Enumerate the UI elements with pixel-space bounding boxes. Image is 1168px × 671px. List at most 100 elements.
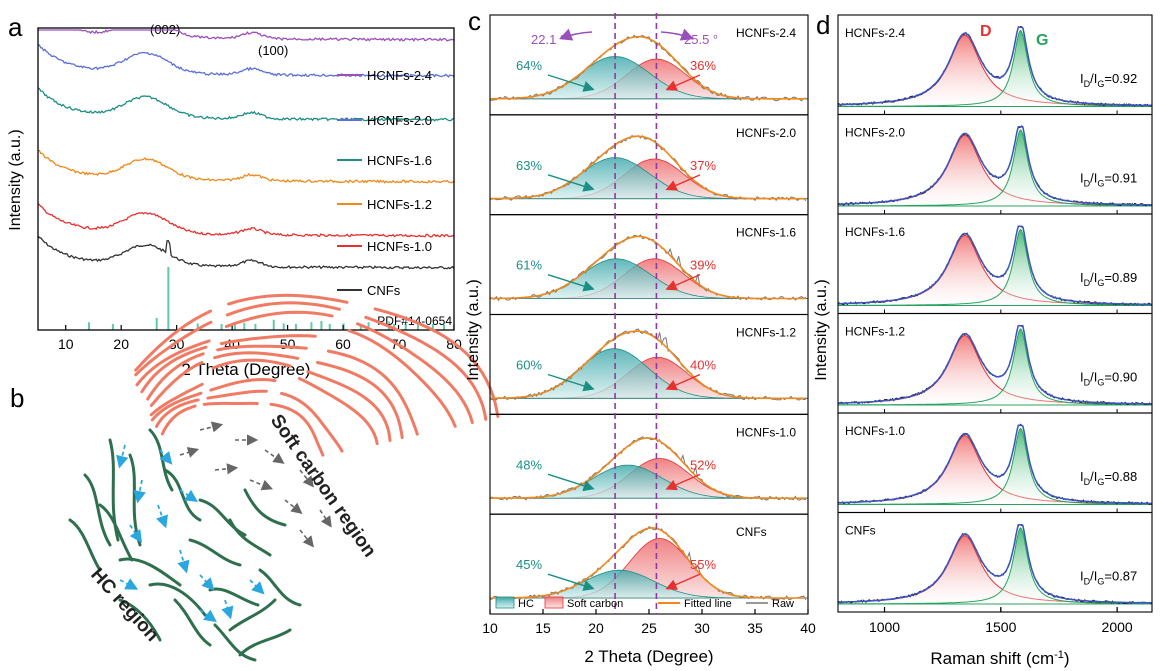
ratio-part: =0.89 xyxy=(1104,270,1137,285)
fitting-subplot: HCNFs-2.4 64% 36% xyxy=(489,14,809,116)
panel-label-d: d xyxy=(816,10,830,40)
raman-sample-label: CNFs xyxy=(845,524,876,538)
hc-layer xyxy=(148,582,207,617)
xrd-curves xyxy=(37,29,455,270)
ion-path-arrow xyxy=(179,447,200,458)
ion-path-arrow xyxy=(177,549,190,574)
raman-fit-line xyxy=(838,126,1152,206)
raman-x-ticks: 1000 1500 2000 xyxy=(869,607,1133,635)
xrd-x-tick-label: 10 xyxy=(58,336,74,352)
ion-path-arrow xyxy=(156,504,168,529)
raman-x-tick-label: 2000 xyxy=(1102,619,1133,635)
raman-subplot: HCNFs-2.0 ID/IG=0.91 xyxy=(837,113,1153,215)
xrd-axes-frame xyxy=(37,27,455,331)
peak-label-100: (100) xyxy=(258,43,288,58)
hc-layer xyxy=(213,623,257,662)
hc-layer xyxy=(228,518,272,557)
soft-carbon-layer xyxy=(227,293,349,306)
soft-carbon-layer xyxy=(209,377,277,392)
hc-layer xyxy=(98,503,134,562)
soft-carbon-layer xyxy=(134,320,213,377)
xrd-y-axis-label: Intensity (a.u.) xyxy=(7,129,24,230)
ion-path-arrow xyxy=(199,574,215,591)
soft-carbon-layer xyxy=(347,329,457,428)
raman-sample-label: HCNFs-1.0 xyxy=(845,424,905,438)
xrd-legend-label: HCNFs-1.2 xyxy=(367,197,432,212)
fitting-y-axis-label: Intensity (a.u.) xyxy=(465,279,482,380)
raman-sample-label: HCNFs-2.0 xyxy=(845,126,905,140)
soft-carbon-layer xyxy=(216,344,308,352)
raman-subplot: HCNFs-1.6 ID/IG=0.89 xyxy=(837,213,1153,315)
soft-carbon-layer xyxy=(269,402,325,457)
xrd-legend-label: HCNFs-2.0 xyxy=(367,113,432,128)
ion-path-arrow xyxy=(119,578,139,590)
ion-path-arrow xyxy=(319,509,332,528)
fitting-subplot: HCNFs-2.0 63% 37% xyxy=(489,114,809,216)
soft-carbon-layer xyxy=(219,334,317,346)
soft-carbon-layer xyxy=(364,315,488,421)
reference-sticks xyxy=(88,267,446,330)
intensity-ratio-label: ID/IG=0.88 xyxy=(1080,469,1137,487)
xrd-legend-label: HCNFs-1.6 xyxy=(367,153,432,168)
fitted-line xyxy=(490,527,806,599)
raman-sample-label: HCNFs-1.6 xyxy=(845,225,905,239)
fitting-sample-label: HCNFs-2.0 xyxy=(736,126,796,140)
ratio-part: =0.91 xyxy=(1104,171,1137,186)
raman-sample-label: HCNFs-1.2 xyxy=(845,325,905,339)
raman-subplot: CNFs ID/IG=0.87 xyxy=(837,511,1153,613)
g-band-area xyxy=(837,228,1153,306)
ion-path-arrow xyxy=(214,463,239,475)
g-band-area xyxy=(837,427,1153,505)
ratio-part: D xyxy=(1084,477,1091,487)
hc-layer xyxy=(68,518,102,572)
fitted-line xyxy=(490,437,806,499)
g-band-area xyxy=(837,129,1153,207)
soft-percent: 37% xyxy=(690,158,716,173)
raman-subplot: HCNFs-2.4ID/IG=0.92 xyxy=(837,14,1153,116)
ratio-part: G xyxy=(1097,378,1104,388)
fitting-panel: c HCNFs-2.4 64% 36% HCNFs-2.0 63% 37% HCNFs-1.… xyxy=(465,6,816,666)
ion-path-arrow xyxy=(116,444,129,469)
soft-arrow xyxy=(665,74,701,91)
soft-carbon-layer xyxy=(297,377,379,446)
ratio-part: =0.88 xyxy=(1104,469,1137,484)
soft-arrow xyxy=(665,573,701,590)
fitting-x-tick-label: 35 xyxy=(747,620,763,636)
hc-percent: 48% xyxy=(516,457,542,472)
soft-carbon-layers xyxy=(134,293,500,457)
g-band-label: G xyxy=(1036,32,1048,49)
fitting-sample-label: CNFs xyxy=(736,525,767,539)
soft-carbon-layer xyxy=(150,391,203,422)
ratio-part: /I xyxy=(1090,469,1097,484)
soft-carbon-layer xyxy=(211,358,292,370)
fitting-x-ticks: 10 15 20 25 30 35 40 xyxy=(482,609,816,636)
raman-subplot-frame xyxy=(837,511,1153,613)
hc-area xyxy=(489,348,809,399)
hc-percent: 60% xyxy=(516,358,542,373)
soft-carbon-layer xyxy=(134,309,212,372)
ratio-part: D xyxy=(1084,179,1091,189)
fitting-x-tick-label: 15 xyxy=(535,620,551,636)
xrd-legend-label: HCNFs-1.0 xyxy=(367,239,432,254)
soft-carbon-layer xyxy=(149,361,204,407)
ratio-part: I xyxy=(1080,171,1084,186)
angle-arrow-left xyxy=(559,28,593,41)
ion-path-arrow xyxy=(129,524,142,543)
ion-path-arrow xyxy=(133,479,146,504)
xrd-panel: a (002) (100) 10 20 30 40 50 60 70 80 CNFsHCNFs… xyxy=(7,12,462,379)
xrd-x-tick-label: 60 xyxy=(335,336,351,352)
ratio-part: D xyxy=(1084,378,1091,388)
hc-layer xyxy=(163,468,202,522)
soft-percent: 36% xyxy=(690,58,716,73)
ion-path-arrow xyxy=(299,529,314,548)
fitting-sample-label: HCNFs-1.0 xyxy=(736,425,796,439)
raw-line xyxy=(489,34,806,102)
ion-path-arrow xyxy=(221,599,234,620)
raman-xlabel-main: Raman shift (cm xyxy=(930,649,1054,668)
ratio-part: I xyxy=(1080,270,1084,285)
soft-percent: 55% xyxy=(690,557,716,572)
ratio-part: /I xyxy=(1090,270,1097,285)
soft-carbon-layer xyxy=(149,382,204,417)
xrd-series-line xyxy=(37,203,455,238)
